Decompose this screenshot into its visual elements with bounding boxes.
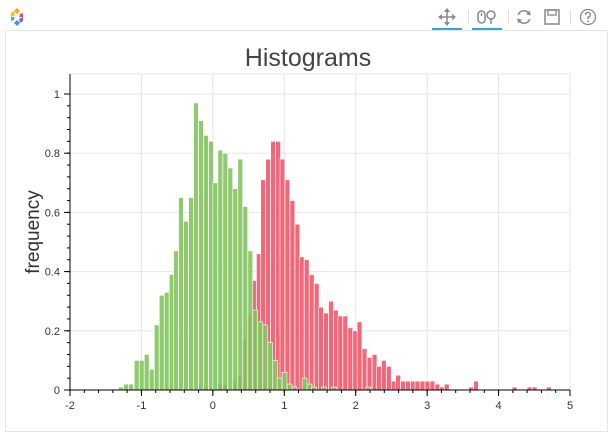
histogram-bar (198, 120, 204, 391)
histogram-bar (284, 179, 291, 391)
histogram-bar (252, 309, 258, 391)
histogram-bar (158, 294, 165, 391)
histogram-bar (376, 366, 382, 391)
x-tick-label: 4 (496, 400, 502, 412)
histogram-bar (242, 206, 248, 391)
histogram-bar (217, 149, 223, 391)
histogram-bar (328, 300, 334, 391)
x-tick-label: -1 (137, 400, 147, 412)
x-tick-label: 5 (567, 400, 573, 412)
histogram-bar (301, 377, 308, 391)
histogram-bar (143, 354, 150, 391)
histogram-bar (133, 360, 140, 391)
histogram-bar (193, 102, 199, 391)
histogram-bar (400, 380, 406, 391)
histogram-bar (279, 158, 286, 391)
histogram-bars (118, 102, 552, 391)
histogram-bar (419, 380, 426, 391)
histogram-bar (308, 274, 315, 391)
histogram-bar (323, 312, 329, 391)
histogram-bar (347, 327, 353, 391)
help-icon (579, 8, 597, 26)
histogram-bar (366, 357, 373, 391)
plot-frame (5, 30, 608, 432)
y-tick-label: 0.2 (45, 326, 60, 338)
histogram-bar (424, 380, 431, 391)
histogram-bar (337, 315, 343, 391)
wheel-zoom-tool-button[interactable] (472, 6, 502, 30)
axes: -2 -1 0 1 2 3 4 5 0 0.2 0.4 0.6 0.8 1 (45, 74, 573, 412)
histogram-bar (178, 197, 184, 391)
histogram-bar (163, 292, 170, 391)
toolbar-divider (508, 10, 509, 24)
y-tick-label: 0.6 (45, 207, 60, 219)
x-tick-label: 0 (210, 400, 216, 412)
pan-tool-button[interactable] (432, 6, 462, 30)
y-tick-label: 0 (54, 385, 60, 397)
histogram-bar (148, 368, 155, 391)
histogram-bar (361, 348, 368, 391)
histogram-bar (414, 380, 421, 391)
reset-tool-button[interactable] (512, 6, 536, 28)
histogram-bar (318, 306, 324, 391)
toolbar-divider (570, 10, 571, 24)
y-axis-label: frequency (23, 190, 44, 274)
histogram-bar (232, 188, 238, 391)
y-tick-label: 1 (54, 89, 60, 101)
histogram-bar (247, 250, 253, 391)
histogram-bar (356, 321, 363, 391)
histogram-bar (443, 383, 450, 391)
wheel-zoom-icon (477, 10, 496, 24)
histogram-bar (381, 360, 387, 391)
x-tick-label: 2 (353, 400, 359, 412)
histogram-bar (281, 371, 288, 391)
histogram-bar (237, 158, 243, 391)
histogram-bar (123, 383, 129, 391)
histogram-bar (183, 220, 189, 391)
histogram-bar (128, 383, 134, 391)
histogram-bar (276, 377, 283, 391)
plot-toolbar (430, 6, 610, 30)
toolbar-divider (468, 10, 469, 24)
histogram-bar (405, 380, 411, 391)
reset-icon (517, 9, 531, 25)
histogram-bar (342, 315, 348, 391)
histogram-bar (429, 380, 436, 391)
x-tick-label: 1 (281, 400, 287, 412)
bokeh-logo-icon (7, 7, 27, 27)
help-tool-button[interactable] (576, 6, 600, 28)
histogram-bar (298, 256, 305, 391)
histogram-bar (188, 197, 194, 391)
x-tick-label: 3 (424, 400, 430, 412)
histogram-bar (289, 200, 296, 391)
histogram-bar (395, 374, 401, 391)
histogram-bar (153, 324, 160, 391)
histogram-bar (303, 259, 310, 391)
save-tool-button[interactable] (540, 6, 564, 28)
chart-title: Histograms (245, 44, 371, 72)
x-tick-label: -2 (65, 400, 75, 412)
histogram-bar (286, 383, 293, 391)
histogram-bar (267, 342, 273, 391)
histogram-bar (227, 167, 233, 391)
histogram-bar (473, 380, 479, 391)
histogram-bar (138, 360, 145, 391)
histogram-bar (222, 152, 228, 391)
save-icon (544, 9, 560, 25)
pan-icon (438, 8, 456, 26)
y-tick-label: 0.4 (45, 267, 60, 279)
y-tick-label: 0.8 (45, 148, 60, 160)
histogram-bar (262, 324, 268, 391)
histogram-bar (212, 182, 218, 391)
histogram-bar (173, 250, 179, 391)
histogram-bar (386, 366, 392, 391)
histogram-bar (257, 321, 263, 391)
histogram-bar (203, 135, 209, 391)
